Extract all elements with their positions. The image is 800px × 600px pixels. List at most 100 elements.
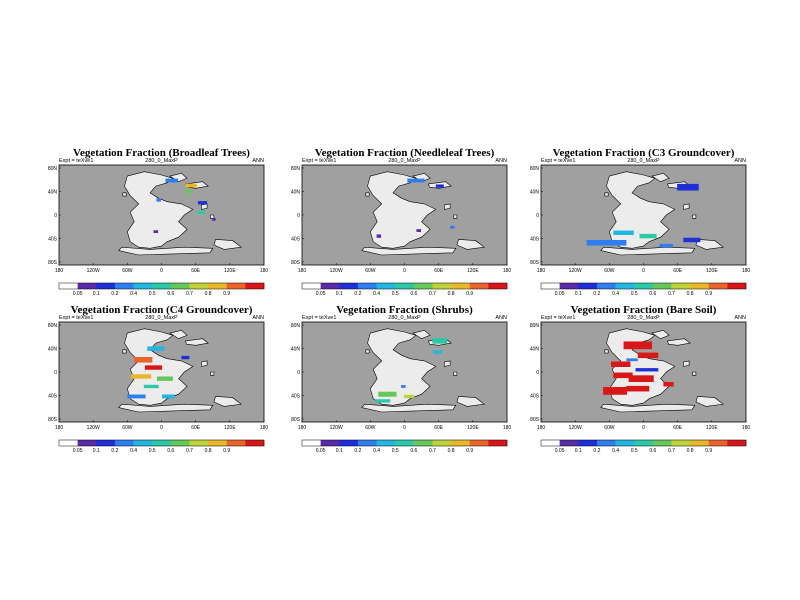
map-panel-1: Vegetation Fraction (Broadleaf Trees)280…: [48, 147, 269, 297]
colorbar-swatch-2: [77, 283, 97, 289]
panel-title: Vegetation Fraction (Broadleaf Trees): [73, 147, 250, 159]
vegetation-patch-1: [156, 198, 161, 202]
vegetation-patch-2: [165, 178, 179, 183]
lon-tick-label: 60W: [122, 425, 133, 431]
lon-tick-label: 0: [403, 425, 406, 431]
colorbar: 0.05 0.1 0.2 0.4 0.5 0.6 0.7 0.8 0.9: [540, 282, 747, 297]
vegetation-patch-3: [611, 361, 631, 367]
vegetation-patch-5: [197, 201, 208, 205]
lat-tick-label: 40N: [530, 189, 540, 195]
colorbar-tick-label: 0.4: [612, 448, 619, 454]
colorbar-swatch-5: [376, 440, 396, 446]
landmass-3: [666, 338, 691, 346]
lon-tick-label: 180: [537, 425, 546, 431]
colorbar-tick-label: 0.7: [186, 291, 193, 297]
vegetation-patch-5: [156, 376, 173, 381]
vegetation-patch-1: [147, 346, 165, 351]
colorbar-swatch-4: [596, 283, 616, 289]
colorbar-swatch-8: [432, 283, 452, 289]
lon-tick-label: 60W: [365, 268, 376, 274]
colorbar-tick-label: 0.05: [316, 448, 326, 454]
panel-period-label: ANN: [734, 315, 746, 321]
colorbar-tick-label: 0.1: [336, 448, 343, 454]
colorbar-swatch-6: [634, 283, 654, 289]
lat-tick-label: 80N: [530, 323, 540, 329]
landmass-5: [456, 239, 485, 250]
landmass-4: [600, 246, 696, 256]
colorbar-swatch-2: [320, 440, 340, 446]
colorbar-swatch-7: [652, 283, 672, 289]
colorbar-swatch-6: [152, 283, 172, 289]
lon-tick-label: 0: [642, 268, 645, 274]
panel-period-label: ANN: [252, 158, 264, 164]
panel-subtitle: 280_0_MaxP: [627, 158, 660, 164]
vegetation-patch-8: [162, 394, 175, 399]
lon-tick-label: 120E: [467, 268, 479, 274]
lat-tick-label: 80N: [530, 166, 540, 172]
vegetation-patch-7: [127, 394, 146, 399]
panel-subtitle: 280_0_MaxP: [627, 315, 660, 321]
landmass-8: [122, 192, 127, 197]
colorbar-swatch-7: [652, 440, 672, 446]
land-masses: [361, 171, 485, 256]
lat-tick-label: 0: [536, 370, 539, 376]
colorbar-swatch-3: [578, 440, 598, 446]
colorbar-tick-label: 0.4: [130, 291, 137, 297]
land-masses: [118, 171, 242, 256]
lon-tick-label: 60E: [434, 268, 444, 274]
landmass-6: [444, 360, 451, 367]
panel-title: Vegetation Fraction (Needleleaf Trees): [315, 147, 495, 159]
vegetation-patch-1: [677, 183, 699, 191]
landmass-8: [365, 349, 370, 354]
vegetation-patch-3: [613, 230, 634, 235]
landmass-4: [361, 246, 457, 256]
colorbar-swatch-11: [245, 440, 265, 446]
vegetation-patch-4: [416, 229, 422, 232]
vegetation-patch-4: [184, 190, 193, 194]
colorbar-swatch-1: [59, 283, 78, 289]
colorbar-swatch-7: [413, 283, 433, 289]
lon-tick-label: 60E: [191, 425, 201, 431]
vegetation-patch-5: [659, 243, 674, 248]
colorbar-tick-label: 0.8: [205, 291, 212, 297]
vegetation-patch-6: [197, 210, 206, 214]
vegetation-patch-2: [586, 240, 627, 246]
lon-tick-label: 0: [160, 425, 163, 431]
lat-tick-label: 80N: [291, 166, 301, 172]
lat-tick-label: 40N: [48, 189, 58, 195]
colorbar-tick-label: 0.1: [575, 291, 582, 297]
vegetation-patch-4: [130, 374, 152, 379]
landmass-6: [683, 203, 690, 210]
landmass-6: [201, 360, 208, 367]
colorbar-frame: [301, 439, 508, 447]
colorbar-swatch-1: [302, 283, 321, 289]
colorbar-frame: [540, 439, 747, 447]
colorbar-swatch-8: [189, 440, 209, 446]
map-panel-3: Vegetation Fraction (C3 Groundcover)280_…: [530, 147, 751, 297]
panel-expt-label: Expt = teXve1: [302, 315, 336, 321]
colorbar-swatch-4: [357, 440, 377, 446]
landmass-4: [600, 403, 696, 413]
vegetation-patch-4: [639, 233, 657, 239]
landmass-2: [169, 329, 188, 340]
colorbar-tick-label: 0.8: [687, 291, 694, 297]
lat-tick-label: 80N: [48, 323, 58, 329]
colorbar-tick-label: 0.9: [223, 291, 230, 297]
colorbar-swatch-10: [226, 440, 246, 446]
colorbar-swatch-2: [77, 440, 97, 446]
colorbar: 0.05 0.1 0.2 0.4 0.5 0.6 0.7 0.8 0.9: [301, 439, 508, 454]
vegetation-patches: [127, 346, 190, 399]
panel-period-label: ANN: [495, 315, 507, 321]
panel-title: Vegetation Fraction (C4 Groundcover): [71, 304, 253, 316]
lat-tick-label: 80S: [530, 417, 540, 423]
vegetation-patch-4: [613, 372, 633, 379]
colorbar-swatch-5: [615, 440, 635, 446]
map-panel-4: Vegetation Fraction (C4 Groundcover)280_…: [48, 304, 269, 454]
panel-period-label: ANN: [495, 158, 507, 164]
lon-tick-label: 180: [260, 425, 269, 431]
colorbar-swatch-7: [413, 440, 433, 446]
landmass-7: [453, 214, 458, 219]
vegetation-patch-6: [603, 387, 627, 395]
lon-tick-label: 180: [503, 425, 512, 431]
lon-tick-label: 120E: [224, 268, 236, 274]
